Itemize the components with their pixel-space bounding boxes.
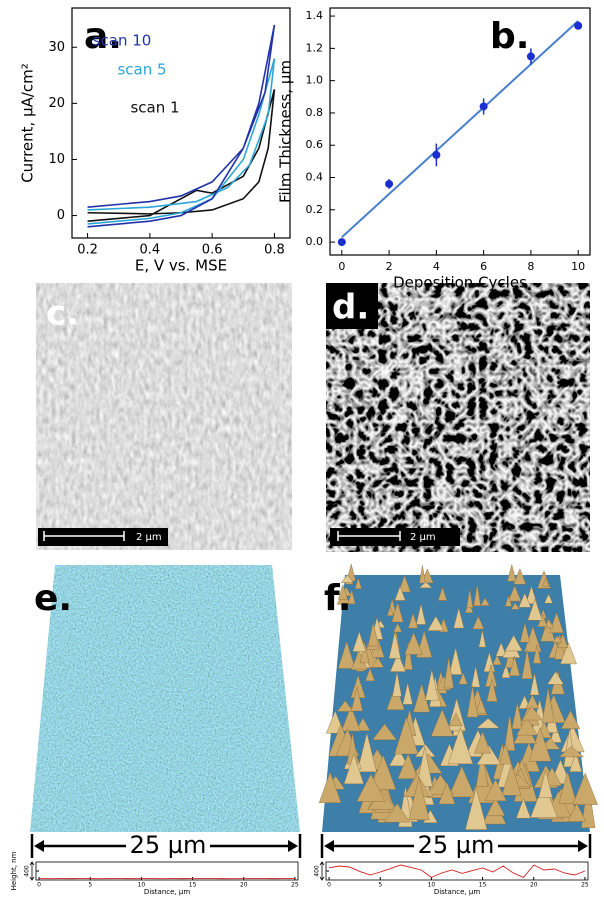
height-arrow [320,862,324,880]
y-tick-label: 20 [48,96,65,111]
y-axis-label: Film Thickness, µm [277,60,295,203]
y-axis-label: Height, nm [10,851,18,890]
x-tick-label: 20 [530,882,538,889]
y-tick-label: 1.4 [306,9,324,22]
data-point [385,180,393,188]
x-tick-label: 4 [433,260,440,273]
data-point [574,22,582,30]
x-tick-label: 0 [37,882,41,889]
y-tick-label: 0.0 [306,235,324,248]
x-axis-label: E, V vs. MSE [135,257,227,275]
y-tick-label: 0.4 [306,171,324,184]
x-tick-label: 8 [527,260,534,273]
series-label: scan 5 [117,61,166,79]
x-axis-label: Distance, µm [144,888,191,896]
y-tick-label: 1.2 [306,41,324,54]
x-axis-label: Distance, µm [434,888,481,896]
x-tick-label: 0.6 [202,243,223,258]
y-tick-label: 10 [48,152,65,167]
y-tick-label: 400 [24,865,31,877]
panel-label: f. [324,578,351,619]
scale-box [330,528,460,546]
series-label: scan 1 [130,99,179,117]
y-tick-label: 0.8 [306,106,324,119]
y-tick-label: 0 [57,208,65,223]
x-tick-label: 0.4 [140,243,161,258]
y-tick-label: 400 [314,865,321,877]
panel-label: e. [34,578,72,619]
panel-label: b. [490,16,529,57]
data-point [432,151,440,159]
y-tick-label: 0.2 [306,203,324,216]
data-point [480,102,488,110]
plot-frame [36,862,298,880]
x-tick-label: 25 [581,882,589,889]
data-line [88,89,275,221]
x-tick-label: 0 [338,260,345,273]
afm-peak [507,565,516,582]
afm-peak [419,565,425,583]
x-tick-label: 6 [480,260,487,273]
x-tick-label: 0.8 [264,243,285,258]
data-point [527,52,535,60]
data-line [329,865,585,877]
y-tick-label: 1.0 [306,74,324,87]
x-tick-label: 0 [327,882,331,889]
panel-label: c. [46,294,79,334]
scale-label: 2 µm [410,532,436,543]
x-tick-label: 2 [386,260,393,273]
dimension-label: 25 µm [418,831,495,859]
height-arrow [30,862,34,880]
x-tick-label: 5 [378,882,382,889]
plot-frame [326,862,588,880]
x-tick-label: 20 [240,882,248,889]
x-tick-label: 5 [88,882,92,889]
panel-label: d. [332,288,369,328]
fit-line [342,21,578,237]
scale-label: 2 µm [136,532,162,543]
x-tick-label: 25 [291,882,299,889]
data-point [338,238,346,246]
x-axis-label: Deposition Cycles [393,274,527,292]
y-tick-label: 30 [48,40,65,55]
series-label: scan 10 [93,32,152,50]
y-tick-label: 0.6 [306,138,324,151]
dimension-arrow [32,834,590,858]
x-tick-label: 0.2 [77,243,98,258]
x-tick-label: 10 [571,260,585,273]
y-axis-label: Current, µA/cm² [19,63,37,183]
dimension-label: 25 µm [130,831,207,859]
